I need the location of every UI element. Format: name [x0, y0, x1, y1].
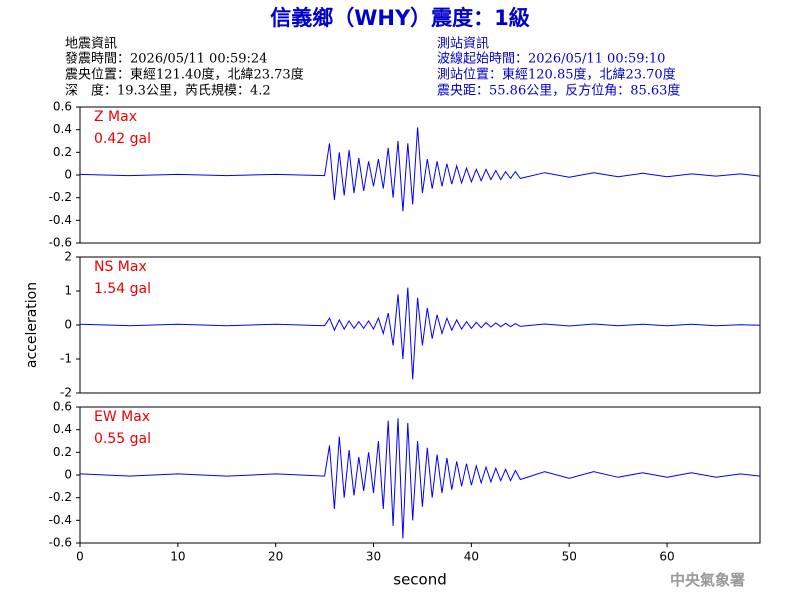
y-tick-label: -0.4	[49, 213, 72, 227]
y-tick-label: 0.6	[53, 400, 72, 414]
station-info: 測站資訊 波線起始時間：2026/05/11 00:59:10 測站位置：東經1…	[437, 37, 680, 99]
channel-label: Z Max	[94, 109, 137, 125]
y-tick-label: -2	[60, 386, 72, 400]
y-tick-label: -0.2	[49, 190, 72, 204]
x-axis-label: second	[393, 571, 447, 589]
y-tick-label: -0.6	[49, 236, 72, 250]
info-line: 震央位置：東經121.40度，北緯23.73度	[65, 67, 304, 83]
max-label: 0.42 gal	[94, 131, 151, 147]
x-tick-label: 40	[464, 550, 479, 564]
y-tick-label: -1	[60, 352, 72, 366]
y-tick-label: -0.6	[49, 536, 72, 550]
info-line: 震央距：55.86公里，反方位角：85.63度	[437, 83, 680, 99]
y-tick-label: 0.6	[53, 100, 72, 114]
agency: 中央氣象署	[670, 571, 745, 589]
y-tick-label: 1	[64, 284, 72, 298]
x-tick-label: 30	[366, 550, 381, 564]
waveform	[79, 127, 761, 212]
y-tick-label: -0.4	[49, 513, 72, 527]
channel-label: NS Max	[94, 259, 147, 275]
info-line: 地震資訊	[65, 37, 117, 52]
title: 信義鄉（WHY）震度：1級	[270, 6, 530, 30]
x-tick-label: 20	[268, 550, 283, 564]
y-tick-label: 2	[64, 250, 72, 264]
y-tick-label: 0	[64, 168, 72, 182]
max-label: 1.54 gal	[94, 281, 151, 297]
y-tick-label: 0.4	[53, 422, 72, 436]
y-tick-label: 0	[64, 468, 72, 482]
x-tick-label: 60	[659, 550, 674, 564]
y-tick-label: 0	[64, 318, 72, 332]
channel-label: EW Max	[94, 409, 150, 425]
y-tick-label: 0.2	[53, 445, 72, 459]
x-tick-label: 0	[76, 550, 84, 564]
info-line: 測站位置：東經120.85度，北緯23.70度	[437, 67, 676, 83]
y-tick-label: 0.4	[53, 122, 72, 136]
max-label: 0.55 gal	[94, 431, 151, 447]
y-axis-label: acceleration	[24, 282, 40, 368]
waveform	[79, 287, 761, 380]
x-tick-label: 50	[562, 550, 577, 564]
info-line: 波線起始時間：2026/05/11 00:59:10	[437, 51, 665, 67]
info-line: 深 度：19.3公里，芮氏規模：4.2	[65, 83, 271, 99]
event-info: 地震資訊 發震時間：2026/05/11 00:59:24 震央位置：東經121…	[65, 37, 304, 99]
y-tick-label: 0.2	[53, 145, 72, 159]
y-tick-label: -0.2	[49, 490, 72, 504]
info-line: 發震時間：2026/05/11 00:59:24	[65, 52, 267, 67]
waveform	[79, 418, 761, 539]
info-line: 測站資訊	[437, 37, 489, 52]
x-tick-label: 10	[170, 550, 185, 564]
